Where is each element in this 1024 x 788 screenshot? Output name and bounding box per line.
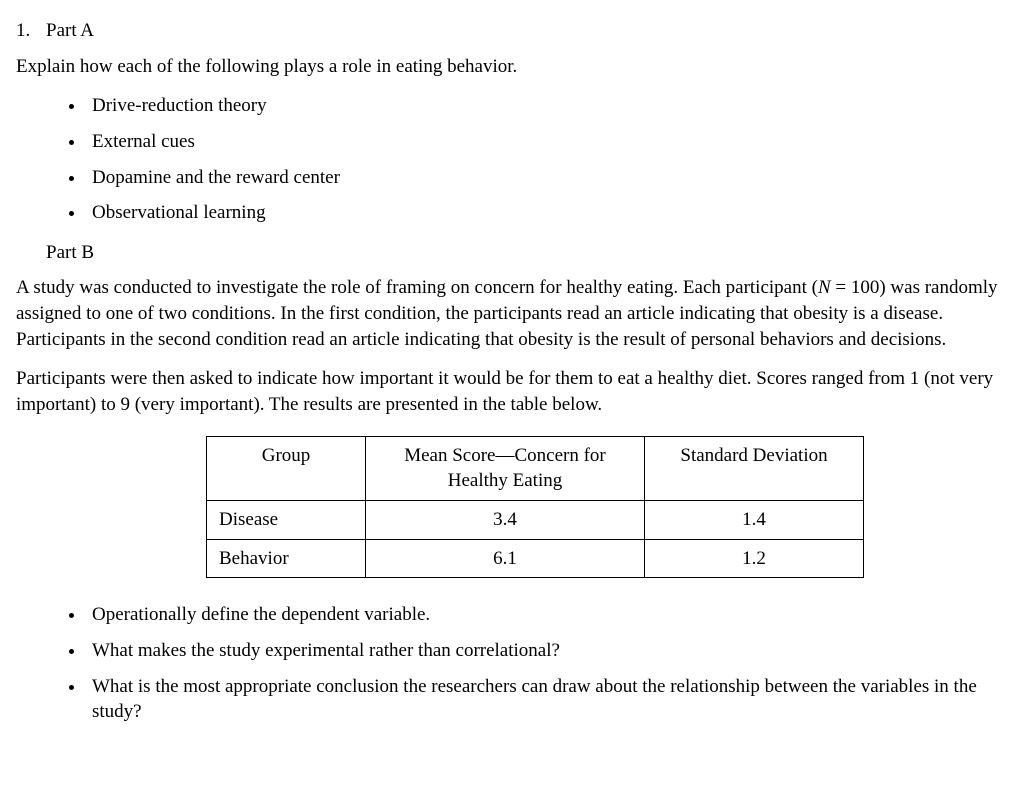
column-header-mean: Mean Score—Concern for Healthy Eating (366, 436, 645, 500)
list-item: Drive-reduction theory (86, 93, 1008, 119)
part-a-prompt: Explain how each of the following plays … (16, 54, 1008, 80)
table-row: Disease 3.4 1.4 (207, 500, 864, 539)
part-b-question-list: Operationally define the dependent varia… (86, 602, 1008, 725)
text: A study was conducted to investigate the… (16, 277, 818, 298)
part-a-label: Part A (46, 18, 94, 44)
part-b-paragraph-1: A study was conducted to investigate the… (16, 275, 1008, 352)
list-item: Dopamine and the reward center (86, 165, 1008, 191)
question-number: 1. (16, 18, 46, 44)
list-item: Observational learning (86, 200, 1008, 226)
cell-sd: 1.2 (645, 539, 864, 578)
part-a-bullet-list: Drive-reduction theory External cues Dop… (86, 93, 1008, 226)
column-header-group: Group (207, 436, 366, 500)
list-item: Operationally define the dependent varia… (86, 602, 1008, 628)
table-header-row: Group Mean Score—Concern for Healthy Eat… (207, 436, 864, 500)
column-header-sd: Standard Deviation (645, 436, 864, 500)
list-item: What makes the study experimental rather… (86, 638, 1008, 664)
table-row: Behavior 6.1 1.2 (207, 539, 864, 578)
cell-mean: 6.1 (366, 539, 645, 578)
cell-group: Behavior (207, 539, 366, 578)
part-b-label: Part B (46, 240, 1008, 266)
part-b-paragraph-2: Participants were then asked to indicate… (16, 366, 1008, 417)
part-a-header: 1.Part A (16, 18, 1008, 44)
cell-sd: 1.4 (645, 500, 864, 539)
question-block: 1.Part A Explain how each of the followi… (16, 18, 1008, 725)
cell-group: Disease (207, 500, 366, 539)
cell-mean: 3.4 (366, 500, 645, 539)
list-item: What is the most appropriate conclusion … (86, 674, 1008, 725)
results-table: Group Mean Score—Concern for Healthy Eat… (206, 436, 864, 579)
list-item: External cues (86, 129, 1008, 155)
n-symbol: N (818, 277, 831, 298)
